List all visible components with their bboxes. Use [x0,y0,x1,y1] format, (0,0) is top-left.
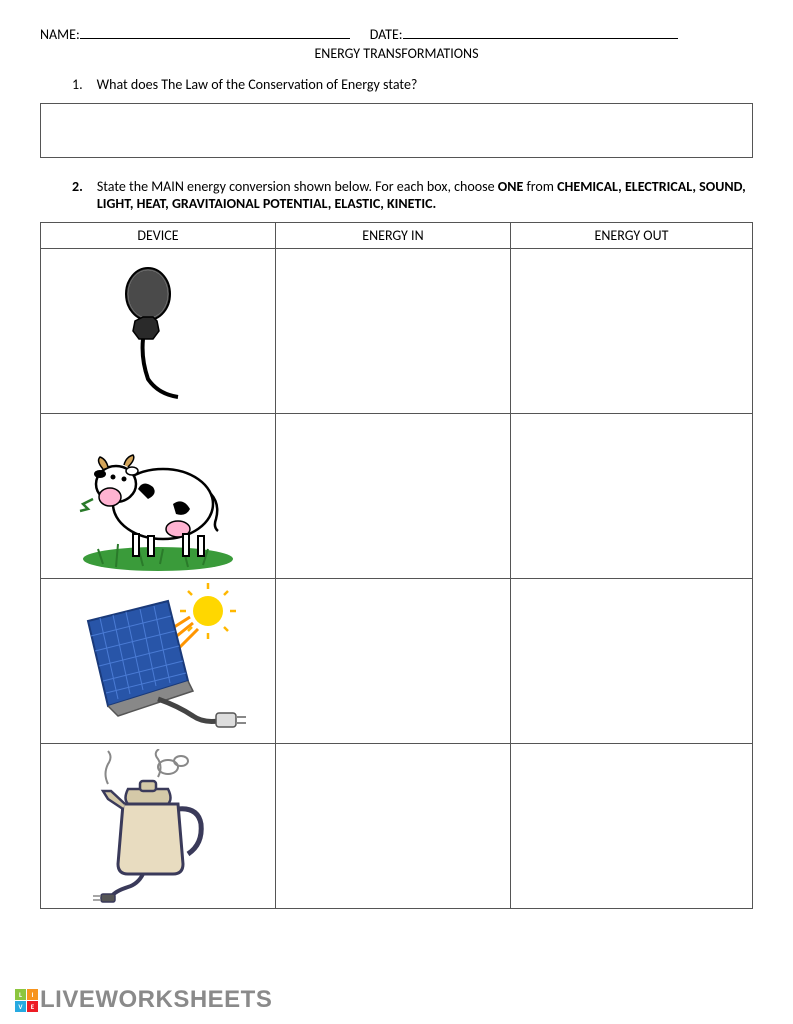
wm-block-i: I [27,989,38,1000]
energy-table: DEVICE ENERGY IN ENERGY OUT [40,222,753,909]
table-row [41,414,753,579]
energy-in-cell[interactable] [275,744,510,909]
wm-block-v: V [15,1001,26,1012]
device-kettle [41,744,276,909]
question-2: 2. State the MAIN energy conversion show… [40,178,753,212]
energy-in-cell[interactable] [275,414,510,579]
watermark: L I V E LIVEWORKSHEETS [15,986,272,1014]
device-cow [41,414,276,579]
device-microphone [41,249,276,414]
q1-answer-box[interactable] [40,103,753,158]
energy-out-cell[interactable] [510,744,752,909]
microphone-icon [93,259,223,404]
energy-in-cell[interactable] [275,579,510,744]
q2-number: 2. [72,178,83,212]
energy-out-cell[interactable] [510,414,752,579]
cow-icon [68,419,248,574]
q2-from: from [523,178,557,195]
table-row [41,579,753,744]
solar-panel-icon [58,581,258,741]
q1-text: What does The Law of the Conservation of… [97,76,418,93]
header-row: NAME: DATE: [40,25,753,43]
wm-block-e: E [27,1001,38,1012]
watermark-logo-icon: L I V E [15,989,38,1012]
watermark-text: LIVEWORKSHEETS [40,986,272,1014]
th-device: DEVICE [41,223,276,249]
q1-number: 1. [72,76,83,93]
q2-one: ONE [498,178,524,195]
energy-out-cell[interactable] [510,579,752,744]
wm-block-l: L [15,989,26,1000]
date-label: DATE: [370,26,403,43]
question-1: 1. What does The Law of the Conservation… [40,76,753,93]
date-input-line[interactable] [403,25,678,39]
q2-prefix: State the MAIN energy conversion shown b… [97,178,498,195]
table-row [41,744,753,909]
energy-out-cell[interactable] [510,249,752,414]
worksheet-title: ENERGY TRANSFORMATIONS [314,45,478,62]
th-energy-in: ENERGY IN [275,223,510,249]
energy-in-cell[interactable] [275,249,510,414]
kettle-icon [73,749,243,904]
q2-text: State the MAIN energy conversion shown b… [97,178,753,212]
name-label: NAME: [40,26,80,43]
device-solar-panel [41,579,276,744]
th-energy-out: ENERGY OUT [510,223,752,249]
table-row [41,249,753,414]
name-input-line[interactable] [80,25,350,39]
